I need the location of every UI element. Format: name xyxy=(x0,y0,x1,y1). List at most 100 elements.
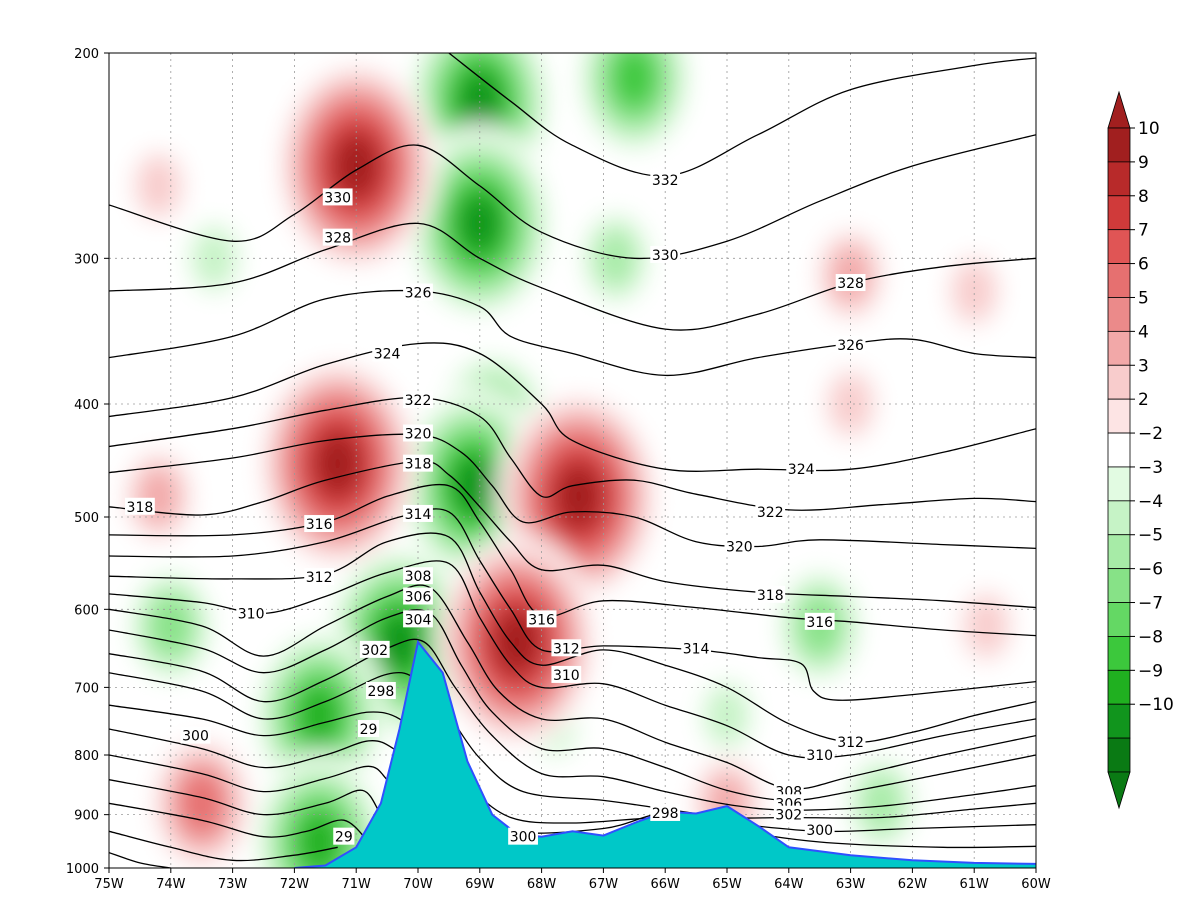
x-tick-label: 63W xyxy=(836,877,866,892)
anomaly-cell-25-3 xyxy=(967,598,1006,653)
colorbar-swatch xyxy=(1107,364,1131,400)
colorbar-label: 8 xyxy=(1138,187,1149,207)
x-tick-label: 68W xyxy=(527,877,557,892)
isentrope-328 xyxy=(109,222,1036,331)
x-tick-label: 65W xyxy=(712,877,742,892)
colorbar-swatch xyxy=(1107,534,1131,570)
contour-label: 314 xyxy=(403,504,433,523)
colorbar-swatch xyxy=(1107,602,1131,637)
y-tick-label: 300 xyxy=(74,252,99,267)
contour-label-text: 318 xyxy=(127,500,154,516)
contour-label: 324 xyxy=(372,344,402,362)
isentrope-322 xyxy=(109,396,1036,511)
contour-label-text: 324 xyxy=(788,462,815,478)
y-tick-label: 400 xyxy=(74,398,99,413)
contour-label-text: 310 xyxy=(553,668,580,684)
colorbar-swatch xyxy=(1107,127,1131,163)
colorbar-top-arrow xyxy=(1107,90,1131,129)
x-tick-label: 62W xyxy=(898,877,928,892)
colorbar-label: 10 xyxy=(1138,119,1160,139)
contour-label: 318 xyxy=(755,585,786,604)
contour-label-text: 312 xyxy=(306,570,333,586)
isentrope-320 xyxy=(109,433,1036,550)
x-tick-label: 73W xyxy=(218,877,248,892)
colorbar-swatch xyxy=(1107,636,1131,671)
anomaly-cell-17-3 xyxy=(139,158,178,213)
colorbar-swatch xyxy=(1107,330,1131,366)
contour-label: 326 xyxy=(835,335,866,354)
contour-label-text: 316 xyxy=(306,517,333,533)
anomaly-cell-19-10 xyxy=(559,469,598,524)
contour-label: 332 xyxy=(650,170,681,189)
colorbar-label: −3 xyxy=(1138,458,1163,478)
contour-label: 29 xyxy=(333,827,355,846)
contour-label-text: 322 xyxy=(405,393,432,409)
plot-frame xyxy=(108,52,1037,869)
anomaly-cell-8-8 xyxy=(300,688,339,743)
contour-label-text: 326 xyxy=(405,286,432,302)
colorbar-swatch xyxy=(1107,466,1131,502)
colorbar-label: 6 xyxy=(1138,255,1149,275)
colorbar-swatch xyxy=(1107,229,1131,264)
contour-label-text: 322 xyxy=(757,505,784,521)
colorbar-bottom-arrow xyxy=(1107,771,1131,810)
isentrope-290 xyxy=(109,830,338,862)
colorbar-label: 2 xyxy=(1138,390,1149,410)
contour-label: 310 xyxy=(236,604,267,623)
contour-label: 318 xyxy=(125,497,155,516)
isentrope-308 xyxy=(109,584,1036,790)
x-tick-label: 64W xyxy=(774,877,804,892)
contour-label: 328 xyxy=(322,228,353,247)
x-tick-label: 75W xyxy=(94,877,124,892)
contour-label-text: 316 xyxy=(806,615,833,631)
contour-label-text: 320 xyxy=(726,540,753,556)
contour-label: 312 xyxy=(835,733,866,751)
anomaly-cell-15-10 xyxy=(337,138,376,193)
colorbar-label: −2 xyxy=(1138,424,1163,444)
x-tick-label: 72W xyxy=(280,877,310,892)
anomaly-cell-4-3 xyxy=(195,231,234,286)
anomaly-cell-13-3 xyxy=(708,688,746,743)
contour-label: 320 xyxy=(724,537,755,556)
y-tick-label: 500 xyxy=(74,511,99,526)
colorbar-swatch xyxy=(1107,500,1131,536)
contour-label-text: 330 xyxy=(324,190,351,206)
anomaly-cell-10-8 xyxy=(300,815,339,868)
contour-label: 29 xyxy=(357,720,380,738)
colorbar-swatch xyxy=(1107,398,1131,434)
contour-label-text: 300 xyxy=(182,729,209,745)
colorbar-swatch xyxy=(1107,263,1131,298)
x-tick-label: 66W xyxy=(650,877,680,892)
colorbar-label: −6 xyxy=(1138,560,1163,580)
contour-label: 300 xyxy=(804,821,835,839)
y-tick-label: 1000 xyxy=(66,862,99,877)
anomaly-cell-3-4 xyxy=(596,231,635,286)
contour-label: 318 xyxy=(403,454,433,473)
contour-label-text: 314 xyxy=(405,507,432,523)
isentrope-318 xyxy=(109,460,1036,609)
x-tick-label: 70W xyxy=(403,877,433,892)
contour-labels: 330 328 326 324 322 320 318 314 316 318 312 308 306 3… xyxy=(125,170,866,846)
contour-label-text: 300 xyxy=(806,823,833,839)
isentrope-288 xyxy=(109,851,171,868)
terrain-cross-section xyxy=(109,639,1036,868)
y-tick-label: 700 xyxy=(74,681,99,696)
colorbar-label: −8 xyxy=(1138,627,1163,647)
colorbar-label: −9 xyxy=(1138,661,1163,681)
isentrope-324 xyxy=(109,342,1036,472)
contour-label: 316 xyxy=(304,515,335,533)
colorbar-swatch xyxy=(1107,669,1131,705)
x-axis: 75W 74W 73W 72W 71W 70W 69W 68W 67W 66W 65W 64W 63W 6… xyxy=(94,868,1051,892)
contour-label-text: 298 xyxy=(652,806,679,822)
contour-label-text: 304 xyxy=(405,612,432,628)
isentrope-332 xyxy=(448,53,1036,177)
contour-label: 312 xyxy=(304,568,335,586)
contour-label-text: 298 xyxy=(368,684,395,700)
contour-label-text: 328 xyxy=(324,231,351,247)
colorbar-label: −5 xyxy=(1138,526,1163,546)
contour-label: 330 xyxy=(650,245,681,264)
contour-label-text: 318 xyxy=(405,457,432,473)
colorbar-label: 7 xyxy=(1138,221,1149,241)
contour-label-text: 312 xyxy=(553,641,580,657)
contour-label: 326 xyxy=(403,283,433,302)
